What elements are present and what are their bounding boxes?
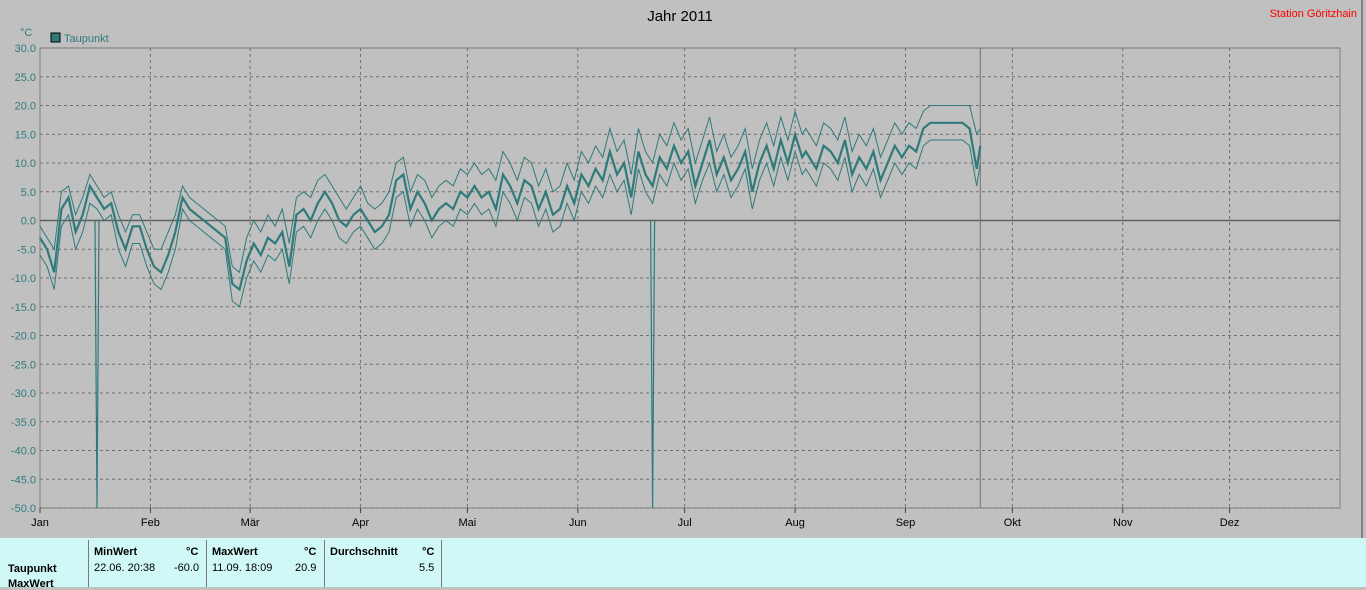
x-tick-label: Aug <box>785 517 805 529</box>
y-tick-label: -40.0 <box>11 446 36 458</box>
series-min-line <box>39 139 981 308</box>
y-tick-label: 0.0 <box>21 216 36 228</box>
legend-label: Taupunkt <box>64 33 109 45</box>
x-tick-label: Nov <box>1113 517 1133 529</box>
stats-separator <box>324 540 325 587</box>
legend-swatch <box>50 32 61 43</box>
chart-area: Jahr 2011 Station Göritzhain °C Taupunkt… <box>11 0 1363 538</box>
x-tick-label: Mär <box>241 517 260 529</box>
chart-title: Jahr 2011 <box>647 8 713 25</box>
y-tick-label: -10.0 <box>11 273 36 285</box>
y-axis: 30.0 25.0 20.0 15.0 10.0 5.0 0.0 -5.0 -10.0 -15.0… <box>11 43 36 515</box>
series-avg-line <box>39 121 982 292</box>
y-tick-label: -5.0 <box>17 244 36 256</box>
y-tick-label: -20.0 <box>11 331 36 343</box>
stats-row-label: Taupunkt <box>8 563 57 575</box>
grid <box>40 47 1340 509</box>
x-tick-label: Apr <box>352 517 369 529</box>
y-tick-label: -50.0 <box>11 503 36 515</box>
x-tick-label: Jul <box>678 517 692 529</box>
station-label: Station Göritzhain <box>1270 8 1357 20</box>
stats-col-header: MaxWert <box>212 546 258 558</box>
stats-col-value: 20.9 <box>295 562 317 574</box>
x-axis: Jan Feb Mär Apr Mai Jun Jul Aug Sep Okt Nov Dez <box>31 508 1239 529</box>
stats-col-avg: Durchschnitt °C 5.5 <box>330 538 440 587</box>
x-tick-label: Okt <box>1004 517 1021 529</box>
stats-col-value: 5.5 <box>419 562 435 574</box>
stats-col-min: MinWert °C 22.06. 20:38 -60.0 <box>94 538 204 587</box>
y-tick-label: 10.0 <box>15 158 36 170</box>
stats-col-max: MaxWert °C 11.09. 18:09 20.9 <box>212 538 322 587</box>
stats-col-when: 22.06. 20:38 <box>94 562 156 574</box>
x-tick-label: Feb <box>141 517 160 529</box>
y-tick-label: -35.0 <box>11 417 36 429</box>
stats-col-unit: °C <box>304 546 317 558</box>
x-tick-label: Sep <box>896 517 916 529</box>
y-tick-label: 30.0 <box>15 43 36 55</box>
x-tick-label: Jan <box>31 517 49 529</box>
stats-col-value: -60.0 <box>174 562 200 574</box>
stats-col-header: MinWert <box>94 546 138 558</box>
y-tick-label: -30.0 <box>11 388 36 400</box>
spike-line <box>649 220 656 509</box>
x-tick-label: Dez <box>1220 517 1240 529</box>
y-tick-label: 15.0 <box>15 129 36 141</box>
y-unit-label: °C <box>20 27 32 39</box>
y-tick-label: -15.0 <box>11 302 36 314</box>
stats-col-unit: °C <box>186 546 199 558</box>
y-tick-label: -45.0 <box>11 474 36 486</box>
x-tick-label: Mai <box>459 517 477 529</box>
y-tick-label: 20.0 <box>15 101 36 113</box>
stats-col-unit: °C <box>422 546 435 558</box>
y-tick-label: 25.0 <box>15 72 36 84</box>
stats-col-header: Durchschnitt <box>330 546 398 558</box>
series-group <box>39 105 982 509</box>
stats-separator <box>206 540 207 587</box>
spike-line <box>94 220 100 509</box>
stats-separator <box>441 540 442 587</box>
stats-row-label: MaxWert <box>8 578 54 590</box>
stats-separator <box>88 540 89 587</box>
y-tick-label: 5.0 <box>21 187 36 199</box>
x-tick-label: Jun <box>569 517 587 529</box>
y-tick-label: -25.0 <box>11 359 36 371</box>
stats-panel: Taupunkt MaxWert MinWert °C 22.06. 20:38… <box>0 538 1366 590</box>
stats-col-when: 11.09. 18:09 <box>212 562 273 574</box>
series-max-line <box>39 105 981 274</box>
